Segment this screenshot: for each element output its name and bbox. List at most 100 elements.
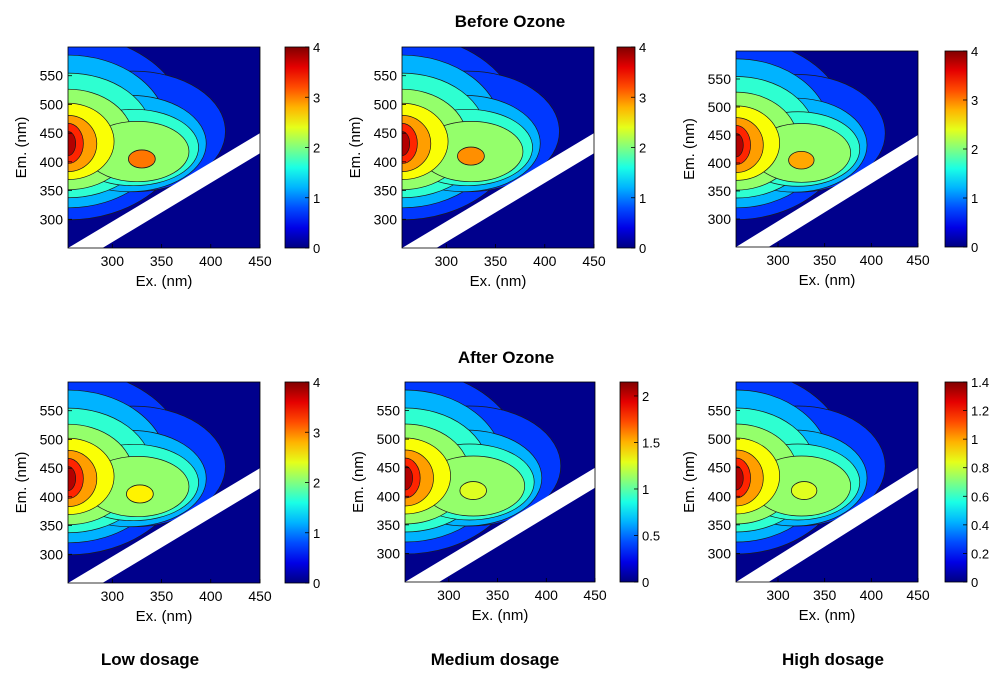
blank-region: [424, 499, 595, 582]
colorbar-tick-label: 1: [313, 191, 320, 206]
eem-panel-2: 300 350 400 450 300 350 400 450 500 550 Ex. (nm) Em…: [347, 40, 646, 290]
colorbar-tick-label: 1: [971, 432, 978, 447]
scatter-band: [736, 135, 918, 247]
y-tick-label: 550: [708, 403, 732, 419]
y-tick-label: 550: [377, 403, 401, 419]
y-tick-label: 550: [374, 68, 398, 84]
colorbar-tick-label: 0: [971, 575, 978, 590]
colorbar-tick-label: 0: [639, 241, 646, 256]
colorbar-tick-label: 1.4: [971, 375, 989, 390]
y-tick-label: 500: [40, 96, 64, 112]
y-tick-label: 400: [374, 154, 398, 170]
colorbar-tick-label: 2: [313, 476, 320, 491]
blank-region: [87, 499, 260, 583]
x-tick-label: 300: [101, 588, 125, 604]
colorbar-tick-label: 4: [313, 40, 320, 55]
colorbar-tick-label: 0.5: [642, 528, 660, 543]
colorbar-tick-label: 1: [971, 191, 978, 206]
colorbar-tick-label: 1: [639, 191, 646, 206]
x-tick-label: 450: [583, 587, 607, 603]
x-tick-label: 400: [535, 587, 559, 603]
colorbar: [944, 381, 968, 583]
scatter-band: [68, 468, 260, 583]
peak-secondary: [788, 150, 815, 170]
scatter-band: [68, 133, 260, 248]
y-tick-label: 350: [708, 517, 732, 533]
y-tick-label: 400: [708, 155, 732, 171]
contour-level-8: [405, 465, 413, 491]
x-tick-label: 450: [248, 253, 272, 269]
peak-secondary: [128, 149, 156, 169]
x-axis-label: Ex. (nm): [799, 607, 856, 624]
peak-secondary: [790, 481, 818, 500]
y-tick-label: 350: [40, 518, 64, 534]
colorbar-tick-label: 2: [971, 142, 978, 157]
colorbar-tick-label: 0.2: [971, 546, 989, 561]
y-tick-label: 300: [377, 545, 401, 561]
x-axis-label: Ex. (nm): [472, 607, 529, 624]
x-tick-label: 300: [766, 252, 790, 268]
x-tick-label: 350: [484, 253, 508, 269]
colorbar-tick-label: 2: [313, 141, 320, 156]
y-tick-label: 350: [40, 183, 64, 199]
colorbar-tick-label: 1: [642, 482, 649, 497]
blank-region: [754, 165, 918, 247]
colorbar-tick-label: 4: [639, 40, 646, 55]
colorbar-tick-label: 0.8: [971, 461, 989, 476]
y-tick-label: 500: [377, 431, 401, 447]
x-tick-label: 450: [248, 588, 272, 604]
colorbar-tick-label: 2: [639, 141, 646, 156]
peak-secondary: [459, 481, 487, 500]
x-tick-label: 300: [101, 253, 125, 269]
y-tick-label: 550: [40, 68, 64, 84]
x-tick-label: 350: [813, 252, 837, 268]
colorbar-tick-label: 4: [971, 44, 978, 59]
y-axis-label: Em. (nm): [681, 118, 698, 180]
colorbar-tick-label: 0.6: [971, 489, 989, 504]
y-tick-label: 350: [374, 183, 398, 199]
colorbar-tick-label: 1.2: [971, 404, 989, 419]
eem-panel-6: 300 350 400 450 300 350 400 450 500 550 Ex. (nm) Em…: [681, 375, 989, 624]
x-tick-label: 400: [860, 252, 884, 268]
y-axis-label: Em. (nm): [350, 451, 367, 513]
y-tick-label: 400: [40, 489, 64, 505]
x-axis-label: Ex. (nm): [136, 273, 193, 290]
x-tick-label: 300: [435, 253, 459, 269]
dosage-label-low: Low dosage: [100, 650, 200, 669]
y-tick-label: 300: [40, 546, 64, 562]
peak-secondary: [457, 146, 485, 166]
y-tick-label: 500: [708, 99, 732, 115]
plot-frame: [735, 381, 919, 583]
colorbar-tick-label: 3: [971, 93, 978, 108]
x-tick-label: 400: [199, 588, 223, 604]
y-tick-label: 400: [708, 488, 732, 504]
dosage-label-medium: Medium dosage: [430, 650, 560, 669]
y-tick-label: 550: [708, 71, 732, 87]
y-tick-label: 400: [40, 154, 64, 170]
y-tick-label: 350: [377, 517, 401, 533]
y-tick-label: 550: [40, 403, 64, 419]
plot-frame: [735, 50, 919, 248]
y-tick-label: 400: [377, 488, 401, 504]
contour-level-8: [736, 465, 744, 491]
y-axis-label: Em. (nm): [13, 117, 30, 179]
contour-level-8: [68, 131, 77, 156]
scatter-band: [402, 133, 594, 248]
y-tick-label: 500: [708, 431, 732, 447]
colorbar-tick-label: 3: [639, 90, 646, 105]
x-tick-label: 450: [906, 252, 930, 268]
x-tick-label: 400: [860, 587, 884, 603]
colorbar-tick-label: 3: [313, 90, 320, 105]
x-axis-label: Ex. (nm): [470, 273, 527, 290]
blank-region: [754, 499, 918, 582]
colorbar-tick-label: 0.4: [971, 518, 989, 533]
x-tick-label: 400: [199, 253, 223, 269]
y-tick-label: 300: [40, 211, 64, 227]
x-axis-label: Ex. (nm): [799, 272, 856, 289]
colorbar-tick-label: 0: [642, 575, 649, 590]
eem-panel-5: 300 350 400 450 300 350 400 450 500 550 Ex. (nm) Em…: [350, 381, 660, 624]
x-tick-label: 350: [486, 587, 510, 603]
colorbar-tick-label: 0: [313, 241, 320, 256]
eem-panel-3: 300 350 400 450 300 350 400 450 500 550 Ex. (nm) Em…: [681, 44, 978, 289]
